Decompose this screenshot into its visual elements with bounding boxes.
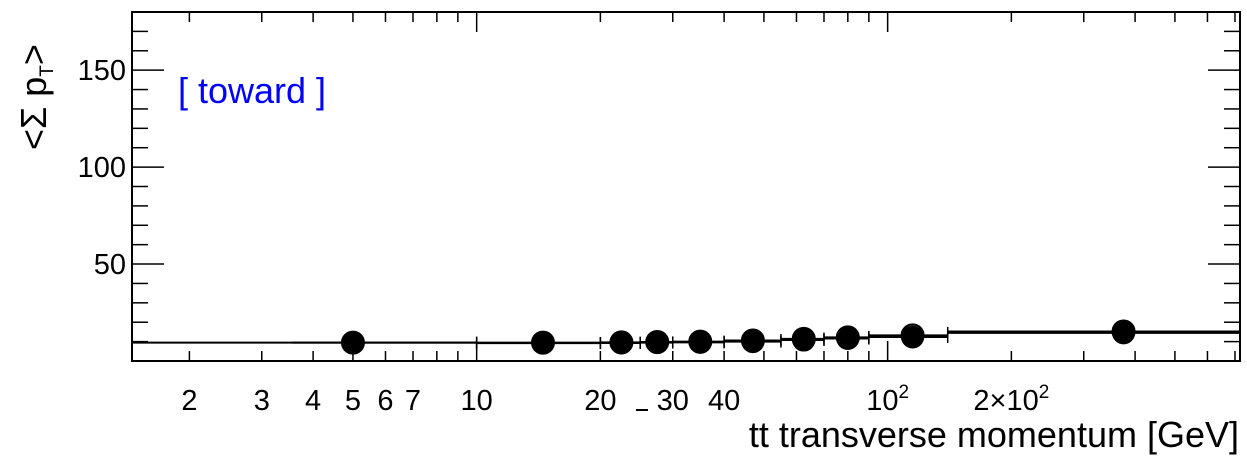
x-axis-ticks <box>188 12 1236 361</box>
region-annotation: [ toward ] <box>178 70 326 111</box>
series-open-circle <box>291 319 1240 355</box>
data-point-filled <box>688 330 712 354</box>
data-point-filled <box>836 327 860 351</box>
data-point-filled <box>1112 321 1136 345</box>
data-series <box>131 319 1241 355</box>
x-tick-label: 40 <box>708 385 740 417</box>
x-tick-label: 2 <box>181 385 197 417</box>
y-tick-label: 50 <box>94 249 126 281</box>
x-tick-label: 30 <box>657 385 689 417</box>
data-point-filled <box>645 331 669 355</box>
data-point-filled <box>609 331 633 355</box>
x-tick-label: 5 <box>345 385 361 417</box>
plot-frame <box>131 11 1241 362</box>
y-tick-label: 100 <box>78 152 126 184</box>
data-point-filled <box>901 325 925 349</box>
y-axis-tick-labels: 50 100 150 <box>78 55 126 281</box>
x-axis-title-particle: tt <box>749 414 769 455</box>
y-axis-title: <Σ pT> <box>13 44 58 150</box>
x-tick-label: 102 <box>866 382 909 417</box>
x-tick-label: 2×102 <box>973 382 1049 417</box>
data-point-filled <box>741 330 765 354</box>
x-axis-title-rest: transverse momentum [GeV] <box>769 414 1239 455</box>
data-point-filled <box>792 328 816 352</box>
x-tick-label: 4 <box>305 385 321 417</box>
x-axis-title: tt transverse momentum [GeV] <box>749 414 1239 455</box>
x-tick-label: 7 <box>405 385 421 417</box>
x-tick-label: 20 <box>584 385 616 417</box>
data-point-filled <box>531 331 555 355</box>
y-tick-label: 150 <box>78 55 126 87</box>
series-filled-circle <box>131 321 1241 355</box>
x-axis-tick-labels: 2 3 4 5 6 7 10 20 30 40 102 2×102 <box>181 382 1049 417</box>
x-tick-label: 10 <box>461 385 493 417</box>
y-axis-ticks <box>132 30 1240 343</box>
x-tick-label: 6 <box>377 385 393 417</box>
data-point-filled <box>341 331 365 355</box>
x-tick-label: 3 <box>254 385 270 417</box>
